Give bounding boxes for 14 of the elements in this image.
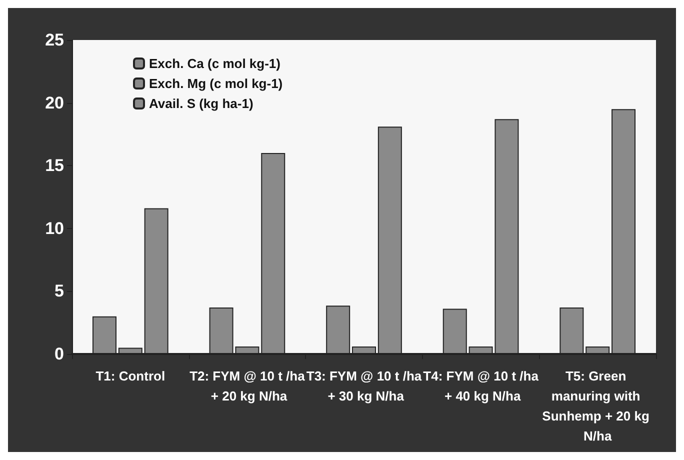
x-tick-label: T3: FYM @ 10 t /ha + 30 kg N/ha [306, 368, 422, 404]
y-tick-label: 15 [45, 156, 64, 176]
x-tick-label: T1: Control [96, 368, 166, 384]
y-tick-label: 0 [54, 344, 64, 364]
x-tick-label: T5: Green manuring with Sunhemp + 20 kg N/ha [542, 368, 654, 444]
x-tick-label: T4: FYM @ 10 t /ha + 40 kg N/ha [423, 368, 540, 404]
legend-label: Exch. Ca (c mol kg-1) [149, 56, 280, 71]
y-tick-label: 25 [45, 30, 64, 50]
y-tick-label: 10 [45, 218, 64, 238]
x-tick-label: T2: FYM @ 10 t /ha + 20 kg N/ha [190, 368, 306, 404]
y-tick-label: 5 [54, 282, 64, 301]
legend-label: Avail. S (kg ha-1) [149, 96, 254, 111]
y-tick-label: 20 [45, 93, 64, 112]
legend-label: Exch. Mg (c mol kg-1) [149, 76, 283, 91]
